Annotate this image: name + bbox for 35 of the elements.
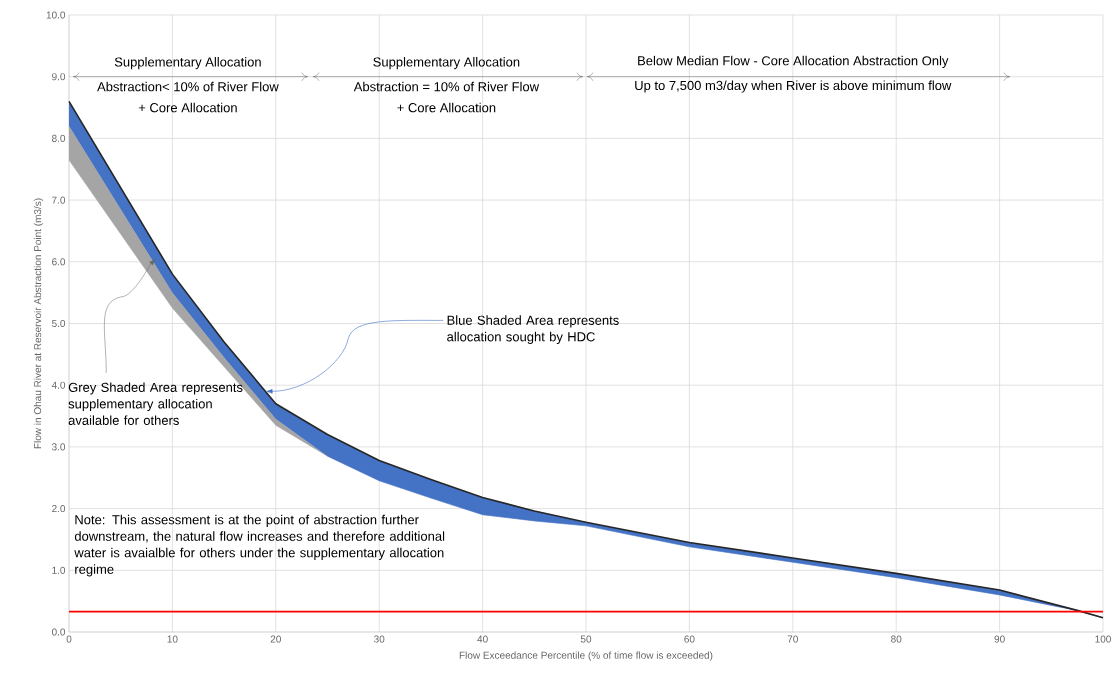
x-tick-label: 60 [684,635,695,643]
x-tick-label: 90 [994,635,1005,643]
annotation: Supplementary Allocation [114,57,261,70]
x-tick-label: 10 [167,635,178,643]
y-tick-label: 4.0 [51,381,66,389]
y-tick-label: 6.0 [52,258,66,266]
annotation: Abstraction = 10% of River Flow [353,81,540,92]
annotation: Note: This assessment is at the point of abstraction further downstream, the natural flow increases and therefore additional water is avaialble for others under the supplementary allocation regime [74,514,445,577]
annotation: Below Median Flow - Core Allocation Abstraction Only [638,55,949,68]
x-tick-label: 70 [787,635,798,643]
x-tick-label: 100 [1095,635,1111,643]
annotation: Grey Shaded Area represents supplementary allocation available for others [68,382,243,425]
x-tick-label: 20 [270,635,281,643]
annotation: Supplementary Allocation [373,57,520,70]
annotation: Abstraction< 10% of River Flow [97,81,279,92]
x-tick-label: 30 [374,635,385,643]
y-tick-label: 5.0 [51,319,66,328]
y-tick-label: 9.0 [52,73,66,81]
y-tick-label: 7.0 [52,196,66,204]
annotation: Up to 7,500 m3/day when River is above minimum flow [635,80,952,93]
x-tick-label: 50 [580,635,592,643]
annotation: + Core Allocation [397,102,496,113]
y-tick-label: 3.0 [51,443,66,451]
x-tick-label: 0 [66,635,72,643]
y-tick-label: 10.0 [46,11,66,19]
x-axis-title: Flow Exceedance Percentile (% of time flow is exceeded) [459,651,713,661]
y-tick-label: 0.0 [51,628,66,636]
y-axis-title: Flow in Ohau River at Reservoir Abstraction Point (m3/s) [33,198,44,449]
y-tick-label: 8.0 [52,134,66,142]
x-tick-label: 80 [891,635,902,643]
annotation: Blue Shaded Area represents allocation sought by HDC [447,315,619,344]
y-tick-label: 1.0 [52,566,66,574]
annotation: + Core Allocation [138,102,237,113]
y-tick-label: 2.0 [52,505,66,513]
x-tick-label: 40 [477,635,488,643]
